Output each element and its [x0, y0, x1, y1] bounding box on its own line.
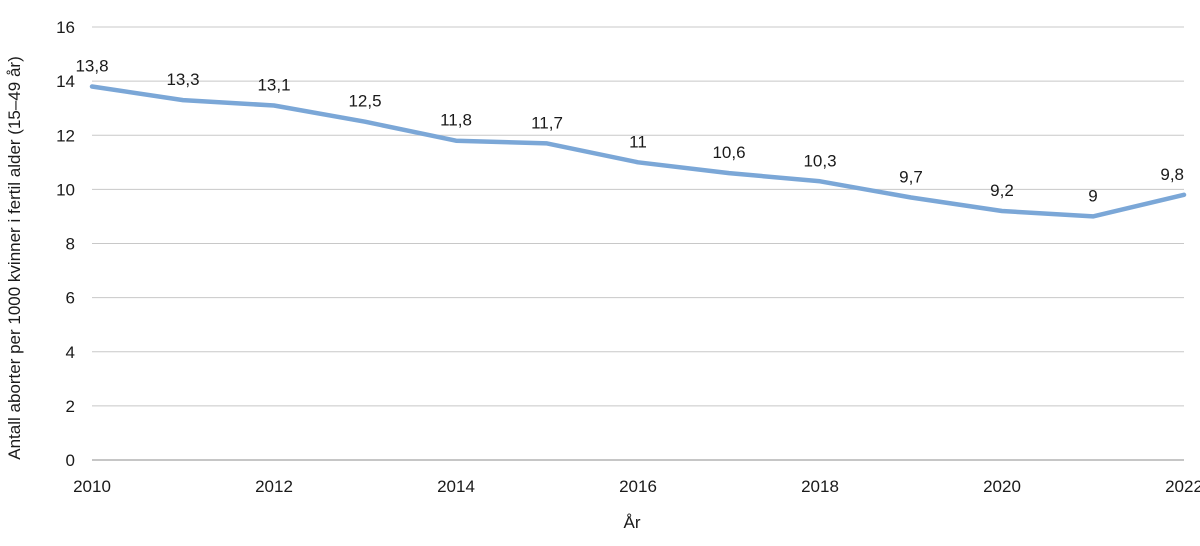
data-label: 9,7 [899, 167, 923, 186]
y-tick-label: 6 [66, 289, 75, 308]
data-label: 11,7 [531, 113, 563, 132]
data-label: 13,3 [166, 70, 199, 89]
x-tick-label: 2020 [983, 477, 1021, 496]
x-tick-label: 2016 [619, 477, 657, 496]
y-tick-label: 8 [66, 235, 75, 254]
x-axis-title: År [624, 513, 641, 532]
y-tick-label: 0 [66, 451, 75, 470]
data-label: 11 [629, 132, 647, 151]
data-label: 9 [1088, 186, 1097, 205]
x-tick-label: 2010 [73, 477, 111, 496]
data-label: 10,3 [803, 151, 836, 170]
y-tick-label: 4 [66, 343, 75, 362]
data-label: 13,8 [75, 57, 108, 76]
y-tick-labels: 0 2 4 6 8 10 12 14 16 [56, 18, 75, 470]
x-tick-label: 2012 [255, 477, 293, 496]
data-labels: 13,8 13,3 13,1 12,5 11,8 11,7 11 10,6 10,3 9,7 9,2… [75, 57, 1184, 206]
y-tick-label: 14 [56, 72, 75, 91]
x-tick-label: 2014 [437, 477, 475, 496]
y-tick-label: 12 [56, 126, 75, 145]
data-label: 12,5 [348, 92, 381, 111]
series-line [89, 84, 1187, 219]
data-label: 13,1 [257, 75, 290, 94]
data-label: 11,8 [440, 111, 472, 130]
data-label: 9,2 [990, 181, 1014, 200]
gridlines [92, 26, 1184, 461]
y-tick-label: 2 [66, 397, 75, 416]
y-tick-label: 16 [56, 18, 75, 37]
x-tick-label: 2018 [801, 477, 839, 496]
data-label: 10,6 [712, 143, 745, 162]
x-tick-label: 2022 [1165, 477, 1200, 496]
x-tick-labels: 2010 2012 2014 2016 2018 2020 2022 [73, 477, 1200, 496]
y-tick-label: 10 [56, 180, 75, 199]
y-axis-title: Antall aborter per 1000 kvinner i fertil… [5, 56, 24, 460]
data-label: 9,8 [1160, 165, 1184, 184]
